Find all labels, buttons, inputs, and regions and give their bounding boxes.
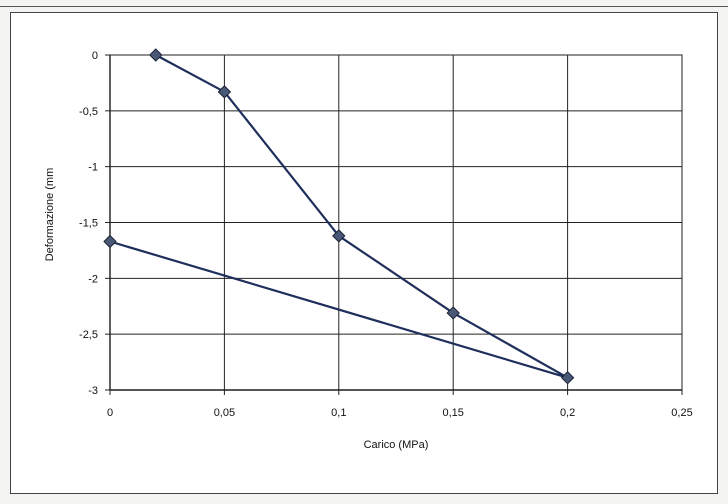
y-tick-labels: 0 -0,5 -1 -1,5 -2 -2,5 -3 bbox=[79, 50, 98, 397]
y-tick-label: -0,5 bbox=[79, 106, 98, 118]
y-tick-label: -1 bbox=[88, 162, 98, 174]
x-tick-label: 0,15 bbox=[442, 407, 463, 419]
data-point-marker bbox=[560, 371, 575, 385]
y-tick-label: -2 bbox=[88, 273, 98, 285]
x-tick-labels: 0 0,05 0,1 0,15 0,2 0,25 bbox=[107, 407, 693, 419]
data-series bbox=[103, 48, 575, 385]
data-point-marker bbox=[217, 85, 232, 99]
y-tick-label: 0 bbox=[92, 50, 98, 62]
data-point-marker bbox=[149, 48, 163, 62]
data-point-marker bbox=[103, 234, 117, 249]
y-tick-label: -3 bbox=[88, 385, 98, 397]
x-tick-label: 0 bbox=[107, 407, 113, 419]
y-tick-label: -1,5 bbox=[79, 218, 98, 230]
data-point-marker bbox=[332, 229, 346, 243]
plot-border bbox=[109, 54, 683, 391]
data-point-marker bbox=[446, 306, 460, 320]
x-axis-title: Carico (MPa) bbox=[364, 439, 429, 451]
y-axis-title: Deformazione (mm bbox=[44, 168, 56, 262]
series-line bbox=[109, 54, 569, 379]
x-tick-label: 0,05 bbox=[214, 407, 235, 419]
x-tick-label: 0,25 bbox=[671, 407, 692, 419]
scan-edge-line bbox=[0, 6, 728, 7]
axes bbox=[105, 54, 683, 395]
y-tick-label: -2,5 bbox=[79, 329, 98, 341]
x-tick-label: 0,2 bbox=[560, 407, 575, 419]
x-tick-label: 0,1 bbox=[331, 407, 346, 419]
